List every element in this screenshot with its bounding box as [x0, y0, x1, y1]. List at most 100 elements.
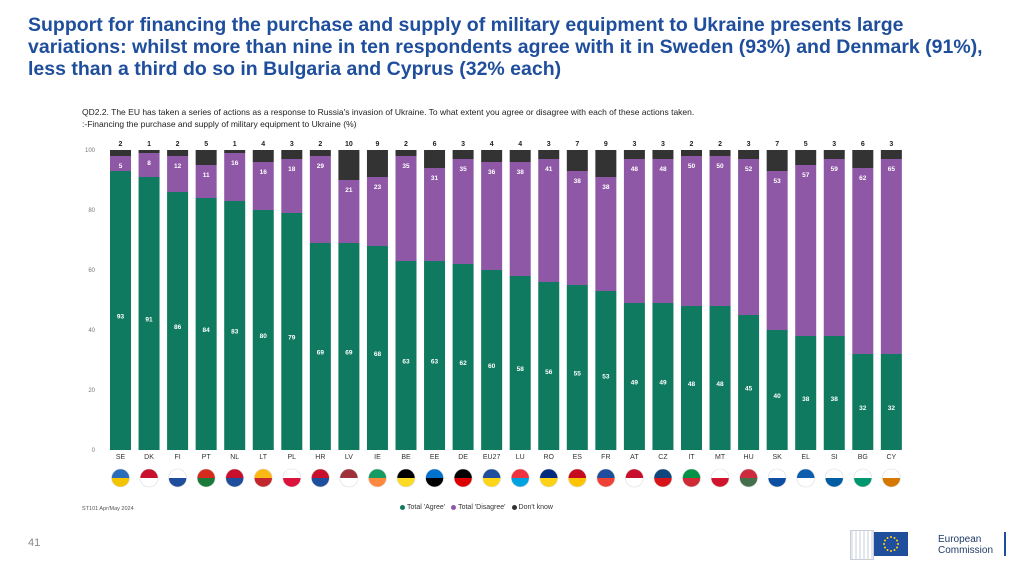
data-label-disagree: 36 [488, 169, 496, 176]
data-label-agree: 53 [602, 374, 610, 381]
flag-icon [282, 468, 302, 488]
category-label: CY [886, 454, 896, 461]
flag-icon [225, 468, 244, 488]
bar-segment-disagree [138, 153, 160, 177]
data-label-disagree: 62 [859, 175, 867, 182]
y-tick-label: 0 [92, 448, 96, 454]
data-label-agree: 79 [288, 335, 296, 342]
bar-segment-disagree [623, 159, 645, 303]
flag-icon [796, 468, 816, 488]
legend-disagree-label: Total 'Disagree' [458, 504, 506, 511]
data-label-disagree: 41 [545, 166, 553, 173]
bar-segment-dont-know [823, 150, 845, 159]
category-label: EU27 [483, 454, 501, 461]
flag-icon [482, 468, 501, 488]
y-tick-label: 60 [88, 268, 95, 274]
flag-icon [567, 468, 587, 488]
bar-segment-dont-know [595, 150, 617, 177]
data-label-agree: 48 [688, 381, 696, 388]
data-label-agree: 83 [231, 329, 239, 336]
bar-segment-disagree [566, 171, 588, 285]
bar-segment-disagree [795, 165, 817, 336]
source-note: ST101 Apr/May 2024 [82, 506, 134, 512]
data-label-agree: 69 [317, 350, 325, 357]
european-commission-logo: European Commission [850, 528, 1010, 560]
data-label-dont-know: 9 [604, 141, 608, 148]
bar-segment-agree [424, 261, 446, 450]
category-label: DK [144, 454, 154, 461]
data-label-agree: 32 [859, 405, 867, 412]
bar-segment-agree [766, 330, 788, 450]
bar-segment-agree [880, 354, 902, 450]
bar-segment-disagree [281, 159, 303, 213]
category-label: DE [458, 454, 468, 461]
category-label: BG [858, 454, 868, 461]
data-label-disagree: 59 [831, 166, 839, 173]
flag-icon [682, 468, 701, 488]
flag-icon [339, 468, 359, 488]
bar-segment-dont-know [738, 150, 760, 159]
data-label-dont-know: 3 [747, 141, 751, 148]
logo-text: European Commission [938, 534, 993, 556]
question-line-2: :-Financing the purchase and supply of m… [82, 119, 357, 129]
bar-segment-disagree [167, 156, 189, 192]
data-label-agree: 55 [574, 371, 582, 378]
flag-icon [311, 468, 330, 488]
bar-segment-dont-know [167, 150, 189, 156]
data-label-agree: 86 [174, 324, 182, 331]
category-label: LT [259, 454, 267, 461]
legend-dont-know-swatch [511, 505, 517, 510]
bar-segment-dont-know [424, 150, 446, 168]
bar-segment-disagree [452, 159, 474, 264]
bar-segment-dont-know [766, 150, 788, 171]
data-label-agree: 58 [517, 366, 525, 373]
bar-segment-agree [795, 336, 817, 450]
bar-segment-disagree [652, 159, 674, 303]
legend-agree-swatch [400, 505, 405, 510]
bar-segment-agree [652, 303, 674, 450]
bar-segment-dont-know [309, 150, 331, 156]
bar-segment-disagree [195, 165, 217, 198]
data-label-agree: 38 [802, 396, 810, 403]
data-label-agree: 45 [745, 386, 753, 393]
bar-segment-agree [623, 303, 645, 450]
logo-text-line-2: Commission [938, 545, 994, 556]
category-label: AT [630, 454, 639, 461]
category-label: CZ [658, 454, 668, 461]
bar-segment-disagree [823, 159, 845, 336]
data-label-dont-know: 5 [804, 141, 808, 148]
flag-icon [882, 468, 901, 488]
data-label-disagree: 38 [602, 184, 610, 191]
data-label-agree: 69 [345, 350, 353, 357]
logo-text-line-1: European [938, 534, 982, 545]
data-label-disagree: 48 [659, 166, 667, 173]
bar-segment-dont-know [538, 150, 560, 159]
bar-segment-dont-know [852, 150, 874, 168]
bar-segment-agree [138, 177, 160, 450]
flag-icon [539, 468, 559, 488]
data-label-dont-know: 3 [889, 141, 893, 148]
bar-segment-disagree [424, 168, 446, 261]
data-label-dont-know: 2 [176, 141, 180, 148]
data-label-disagree: 38 [517, 169, 525, 176]
category-label: PT [202, 454, 212, 461]
bar-segment-disagree [509, 162, 531, 276]
bar-segment-agree [823, 336, 845, 450]
data-label-dont-know: 3 [661, 141, 665, 148]
data-label-agree: 62 [459, 360, 467, 367]
page-number: 41 [28, 537, 41, 549]
flag-icon [625, 468, 644, 488]
data-label-disagree: 35 [402, 163, 410, 170]
legend-item-disagree: Total 'Disagree' [451, 504, 506, 511]
y-tick-label: 80 [88, 208, 95, 214]
bar-segment-agree [595, 291, 617, 450]
bar-segment-disagree [252, 162, 274, 210]
data-label-disagree: 12 [174, 163, 182, 170]
bar-segment-disagree [309, 156, 331, 243]
flag-icon [710, 468, 730, 488]
category-label: FI [174, 454, 180, 461]
bar-segment-dont-know [880, 150, 902, 159]
stacked-bar-chart: 0204060801009352SE9181DK86122FI84115PT83… [85, 141, 902, 488]
category-label: HU [744, 454, 754, 461]
data-label-disagree: 21 [345, 187, 353, 194]
